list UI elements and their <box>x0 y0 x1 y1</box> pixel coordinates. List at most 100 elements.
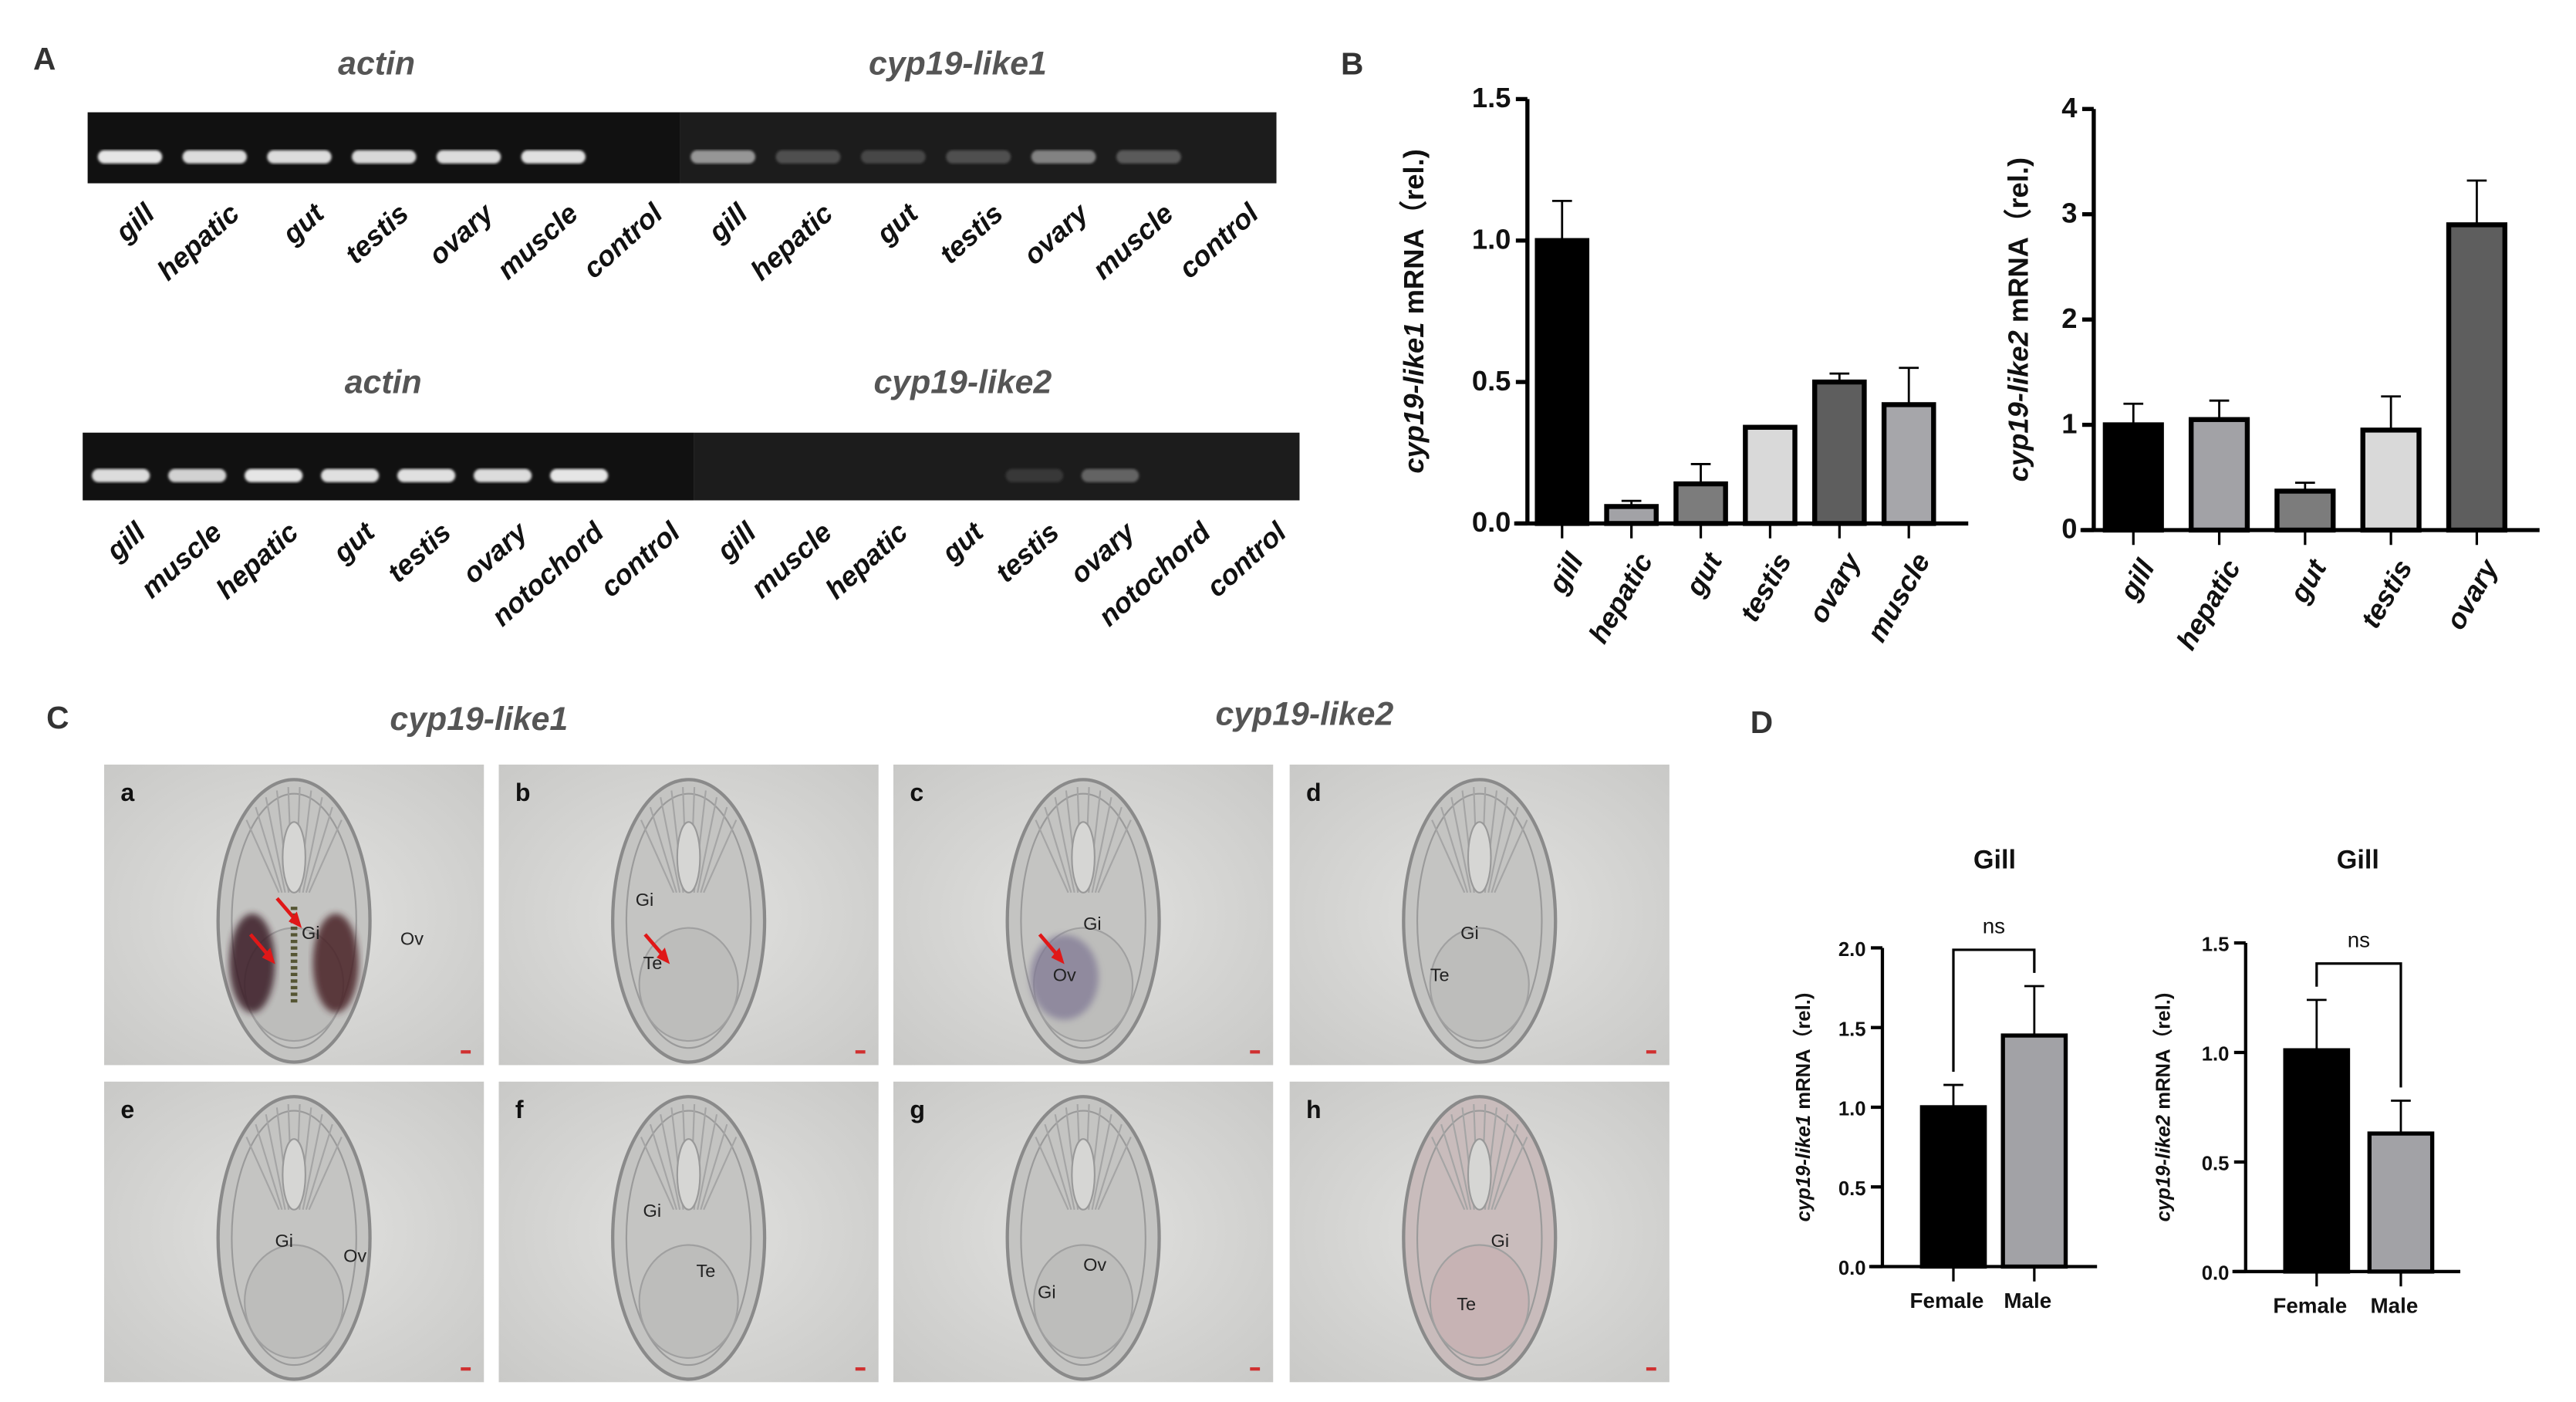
muscle-fiber <box>700 806 728 894</box>
muscle-fiber <box>1044 806 1072 894</box>
notochord-region <box>1467 821 1492 894</box>
scale-bar <box>1250 1050 1261 1054</box>
tissue-outline <box>1020 792 1146 1049</box>
lane-label: control <box>1200 515 1293 603</box>
tissue-label: Gi <box>636 890 654 910</box>
y-tick-label: 0.0 <box>2202 1263 2230 1285</box>
y-axis-label-unit: mRNA（rel.) <box>1398 149 1430 322</box>
lane-label: gut <box>869 196 925 250</box>
histology-section-e: Gi Ov e <box>104 1081 484 1383</box>
muscle-fiber <box>1044 1123 1072 1211</box>
lane-label: muscle <box>744 516 838 604</box>
y-tick-label: 4 <box>2061 92 2078 123</box>
muscle-fiber <box>255 1123 283 1211</box>
lane-label: hepatic <box>151 198 245 287</box>
muscle-fiber <box>302 797 323 894</box>
significance-bracket <box>1952 948 2036 1072</box>
histology-section-d: Gi Te d <box>1289 764 1670 1066</box>
muscle-fiber <box>1035 1137 1069 1211</box>
notochord-region <box>282 821 306 894</box>
muscle-fiber <box>1094 1123 1123 1211</box>
x-tick-label: testis <box>2355 554 2419 633</box>
scale-bar <box>461 1367 471 1371</box>
tissue-outline <box>1020 1110 1146 1367</box>
lane-label: testis <box>339 198 414 270</box>
lane-label: muscle <box>135 516 228 604</box>
tissue-label: Gi <box>1460 923 1479 943</box>
muscle-fiber <box>1054 1113 1075 1210</box>
muscle-fiber <box>640 819 675 894</box>
muscle-fiber <box>1450 797 1472 894</box>
bar <box>2367 1131 2435 1274</box>
x-tick-label: gill <box>2113 553 2162 606</box>
section-letter: h <box>1306 1096 1322 1123</box>
tissue-label: Ov <box>1053 965 1076 985</box>
x-tick-label: Female <box>2273 1293 2347 1317</box>
bar <box>1881 402 1936 526</box>
muscle-fiber <box>703 1137 738 1211</box>
red-arrowhead-icon <box>1051 948 1065 965</box>
y-tick-label: 0 <box>2061 513 2077 545</box>
tissue-outline <box>1416 1110 1543 1367</box>
y-axis-label-unit: mRNA（rel.) <box>1792 993 1815 1115</box>
muscle-fiber <box>1491 1123 1519 1211</box>
x-tick-label: gut <box>1679 546 1729 602</box>
lane-label: testis <box>934 198 1009 270</box>
histology-section-c: Gi Ov c <box>893 764 1274 1066</box>
lane-label: ovary <box>1018 196 1096 271</box>
significance-label: ns <box>1983 914 2005 938</box>
gel-title-left: actin <box>345 363 422 400</box>
x-tick-label: ovary <box>2439 553 2505 635</box>
visceral-region <box>244 1244 345 1360</box>
tissue-label: Te <box>1457 1294 1476 1314</box>
gel-band <box>168 468 227 482</box>
muscle-fiber <box>265 797 286 894</box>
bar-chart-3: 0.0 0.5 1.0 1.5 2.0 cyp19-like1 mRNA（rel.) Fem… <box>1792 846 2098 1312</box>
tissue-label: Te <box>1430 965 1450 985</box>
y-tick-label: 1.0 <box>1472 223 1511 255</box>
scale-bar <box>1646 1050 1656 1054</box>
muscle-fiber <box>1035 819 1069 894</box>
y-tick-label: 2.0 <box>1838 939 1866 961</box>
gel-band <box>775 150 841 164</box>
y-tick-label: 0.5 <box>1838 1178 1866 1200</box>
gel-image-target <box>680 112 1277 184</box>
chart-title: Gill <box>2337 846 2379 875</box>
panel-label-b: B <box>1341 46 1363 81</box>
y-tick-label: 1.0 <box>1838 1099 1866 1120</box>
notochord-region <box>282 1138 306 1211</box>
y-axis-label: cyp19-like2 mRNA（rel.) <box>2002 157 2034 482</box>
muscle-fiber <box>265 1113 286 1210</box>
tissue-label: Gi <box>1491 1231 1510 1251</box>
muscle-fiber <box>302 1113 323 1210</box>
bar-chart-4: 0.0 0.5 1.0 1.5 cyp19-like2 mRNA（rel.) Female… <box>2152 846 2461 1317</box>
gel-image-target <box>694 432 1300 501</box>
muscle-fiber <box>1491 806 1519 894</box>
gel-band <box>1081 468 1139 482</box>
muscle-fiber <box>1097 819 1132 894</box>
lane-label: testis <box>989 516 1065 589</box>
stained-gonad <box>312 914 359 1013</box>
muscle-fiber <box>697 1113 718 1210</box>
muscle-fiber <box>1094 806 1123 894</box>
notochord-region <box>1071 821 1096 894</box>
bar <box>2188 417 2250 533</box>
bar-chart-2: 0 1 2 3 4 cyp19-like2 mRNA（rel.) gill hepatic gu… <box>2002 92 2540 655</box>
lane-label: control <box>577 197 670 285</box>
gel-band <box>549 468 609 482</box>
muscle-fiber <box>1494 819 1528 894</box>
muscle-fiber <box>308 1137 343 1211</box>
muscle-fiber <box>697 797 718 894</box>
muscle-fiber <box>1494 1137 1528 1211</box>
bar <box>1673 481 1728 526</box>
tissue-label: Ov <box>343 1246 366 1266</box>
muscle-fiber <box>1431 819 1466 894</box>
lane-label: gill <box>109 197 161 248</box>
gel-band <box>1116 150 1181 164</box>
y-axis-label-gene: cyp19-like2 <box>2002 330 2034 481</box>
x-tick-label: Male <box>2004 1289 2051 1312</box>
gel-band <box>321 468 380 482</box>
lane-label: muscle <box>1086 198 1180 285</box>
